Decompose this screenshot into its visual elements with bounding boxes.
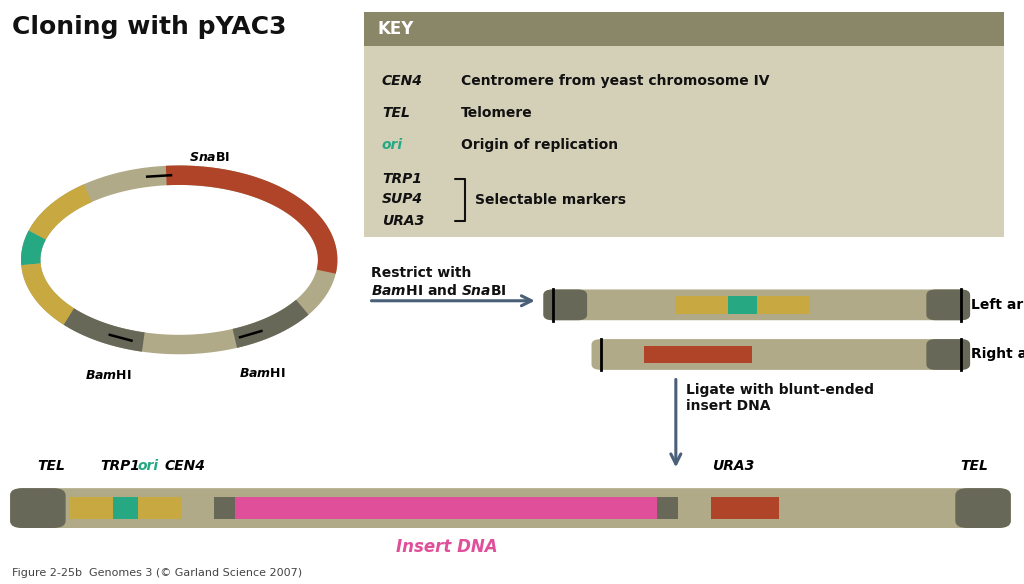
Text: Selectable markers: Selectable markers (475, 193, 626, 207)
Text: URA3: URA3 (712, 459, 754, 473)
Text: Ligate with blunt-ended
insert DNA: Ligate with blunt-ended insert DNA (686, 383, 874, 413)
FancyBboxPatch shape (644, 346, 752, 363)
FancyBboxPatch shape (544, 290, 970, 320)
Text: Figure 2-25b  Genomes 3 (© Garland Science 2007): Figure 2-25b Genomes 3 (© Garland Scienc… (12, 568, 302, 578)
FancyBboxPatch shape (10, 488, 66, 528)
Text: KEY: KEY (378, 20, 415, 37)
Text: ori: ori (382, 138, 403, 152)
Text: $\bfit{Bam}$HI: $\bfit{Bam}$HI (239, 367, 286, 380)
FancyBboxPatch shape (70, 497, 114, 519)
FancyBboxPatch shape (214, 497, 236, 519)
FancyBboxPatch shape (712, 497, 779, 519)
Text: TRP1: TRP1 (382, 172, 422, 186)
Text: TEL: TEL (37, 459, 66, 473)
Text: Right arm: Right arm (971, 347, 1024, 361)
FancyBboxPatch shape (592, 339, 970, 370)
FancyBboxPatch shape (757, 296, 810, 314)
Text: Centromere from yeast chromosome IV: Centromere from yeast chromosome IV (461, 74, 769, 88)
Text: TRP1: TRP1 (100, 459, 140, 473)
FancyBboxPatch shape (675, 296, 728, 314)
FancyBboxPatch shape (544, 290, 587, 320)
Text: Restrict with
$\bfit{Bam}$HI and $\bfit{Sna}$BI: Restrict with $\bfit{Bam}$HI and $\bfit{… (371, 266, 507, 298)
FancyBboxPatch shape (955, 488, 1011, 528)
FancyBboxPatch shape (10, 488, 1011, 528)
Text: Insert DNA: Insert DNA (396, 538, 498, 557)
FancyBboxPatch shape (114, 497, 137, 519)
Text: Cloning with pYAC3: Cloning with pYAC3 (12, 15, 287, 39)
Text: CEN4: CEN4 (164, 459, 205, 473)
Text: Left arm: Left arm (971, 298, 1024, 312)
Text: $\bfit{Bam}$HI: $\bfit{Bam}$HI (85, 369, 132, 382)
FancyBboxPatch shape (137, 497, 180, 519)
Text: URA3: URA3 (382, 214, 424, 228)
Text: TEL: TEL (961, 459, 988, 473)
Text: $\bfit{Sna}$BI: $\bfit{Sna}$BI (189, 151, 230, 164)
FancyBboxPatch shape (364, 12, 1004, 46)
Text: Origin of replication: Origin of replication (461, 138, 617, 152)
Text: ori: ori (137, 459, 159, 473)
FancyBboxPatch shape (364, 46, 1004, 237)
Text: TEL: TEL (382, 106, 410, 120)
FancyBboxPatch shape (656, 497, 678, 519)
FancyBboxPatch shape (927, 290, 970, 320)
FancyBboxPatch shape (728, 296, 757, 314)
FancyBboxPatch shape (236, 497, 656, 519)
Text: SUP4: SUP4 (382, 192, 423, 206)
Text: CEN4: CEN4 (382, 74, 423, 88)
FancyBboxPatch shape (927, 339, 970, 370)
Text: Telomere: Telomere (461, 106, 532, 120)
